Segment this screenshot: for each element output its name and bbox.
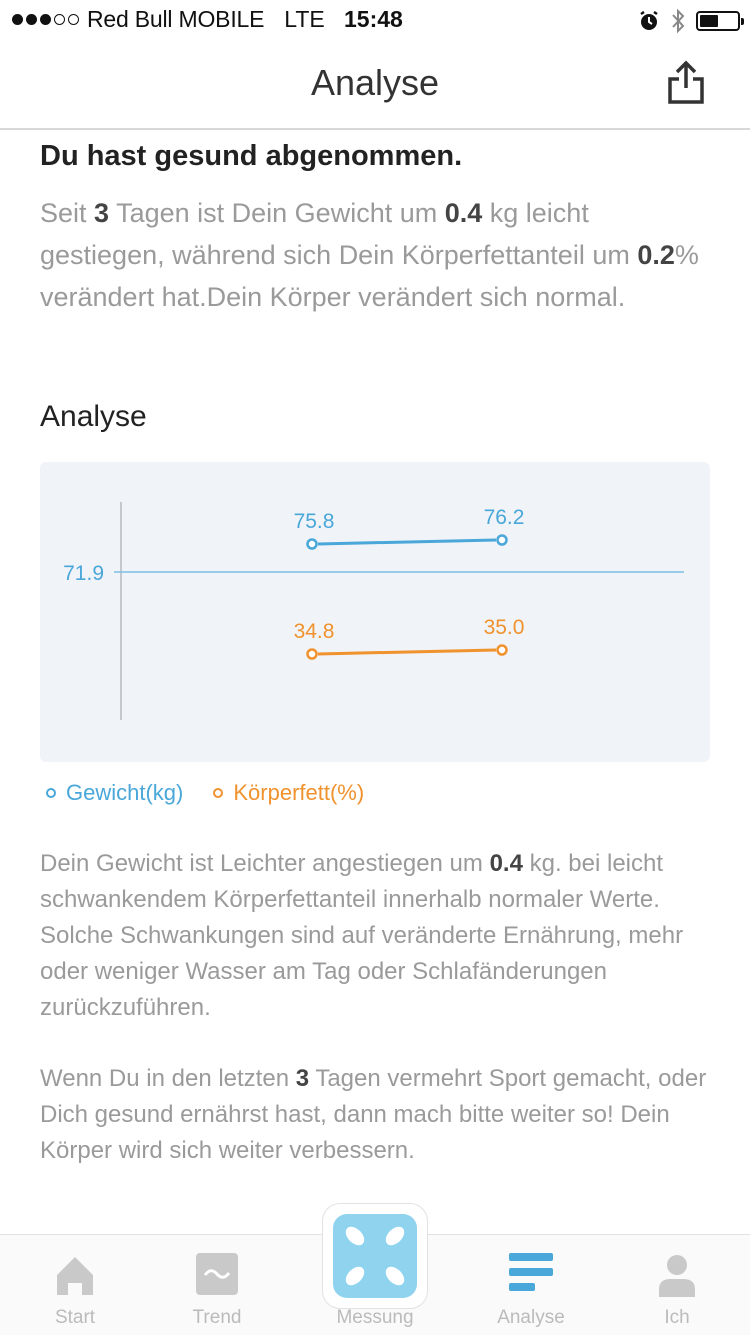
fat-series-line: [317, 648, 497, 656]
fat-point-1: [306, 648, 318, 660]
weight-point-1: [306, 538, 318, 550]
legend-weight: Gewicht(kg): [46, 780, 183, 806]
tab-start-label: Start: [54, 1307, 96, 1328]
reference-line-label: 71.9: [63, 562, 104, 585]
tab-trend[interactable]: Trend: [142, 1235, 292, 1335]
summary-text: Seit 3 Tagen ist Dein Gewicht um 0.4 kg …: [40, 198, 699, 312]
tab-ich[interactable]: Ich: [602, 1235, 750, 1335]
detail-paragraph-1: Dein Gewicht ist Leichter angestiegen um…: [40, 850, 684, 1021]
carrier-name: Red Bull MOBILE: [87, 6, 265, 32]
status-time: 15:48: [344, 6, 403, 32]
tab-messung[interactable]: Messung: [300, 1235, 450, 1335]
nav-bar: Analyse: [0, 40, 750, 130]
analysis-chart: 71.9 75.8 76.2 34.8 35.0: [40, 462, 710, 762]
scale-icon: [345, 1226, 405, 1286]
status-left: Red Bull MOBILE LTE: [12, 6, 345, 33]
legend-fat-label: Körperfett(%): [233, 780, 365, 805]
tab-analyse[interactable]: Analyse: [456, 1235, 606, 1335]
legend-fat-dot: [213, 788, 224, 798]
detail-paragraph-2: Wenn Du in den letzten 3 Tagen vermehrt …: [40, 1065, 707, 1164]
weight-label-1: 75.8: [294, 510, 335, 533]
network-type: LTE: [284, 6, 325, 32]
measure-button-face: [333, 1214, 417, 1298]
signal-icon: [12, 14, 79, 25]
tab-messung-label: Messung: [336, 1307, 414, 1328]
status-bar: Red Bull MOBILE LTE 15:48: [0, 0, 750, 40]
page-title: Analyse: [310, 62, 440, 103]
chart-legend: Gewicht(kg) Körperfett(%): [46, 780, 364, 806]
status-right: [638, 8, 744, 34]
weight-point-2: [496, 534, 508, 546]
analysis-icon: [509, 1253, 553, 1291]
legend-weight-label: Gewicht(kg): [66, 780, 184, 805]
weight-series-line: [317, 538, 497, 546]
fat-label-1: 34.8: [294, 620, 335, 643]
person-icon: [659, 1255, 695, 1297]
legend-weight-dot: [46, 788, 56, 798]
detail-weight-change: 0.4: [489, 850, 523, 877]
legend-fat: Körperfett(%): [213, 780, 364, 806]
tab-start[interactable]: Start: [0, 1235, 150, 1335]
fat-label-2: 35.0: [484, 616, 525, 639]
trend-icon: [196, 1253, 238, 1295]
summary-headline: Du hast gesund abgenommen.: [40, 140, 463, 172]
detail-days: 3: [295, 1065, 310, 1092]
weight-label-2: 76.2: [484, 506, 525, 529]
home-icon: [57, 1257, 93, 1295]
bluetooth-icon: [672, 8, 685, 34]
tab-ich-label: Ich: [664, 1307, 690, 1328]
alarm-icon: [640, 10, 658, 30]
fat-change-value: 0.2: [637, 240, 675, 270]
fat-point-2: [496, 644, 508, 656]
tab-trend-label: Trend: [192, 1307, 242, 1328]
measure-button[interactable]: [322, 1203, 428, 1309]
chart-svg: 71.9 75.8 76.2 34.8 35.0: [63, 502, 684, 720]
weight-change-value: 0.4: [444, 198, 483, 228]
days-value: 3: [94, 198, 110, 228]
share-icon[interactable]: [664, 60, 708, 106]
tab-analyse-label: Analyse: [497, 1307, 565, 1328]
section-title: Analyse: [40, 400, 147, 433]
battery-icon: [696, 11, 744, 31]
